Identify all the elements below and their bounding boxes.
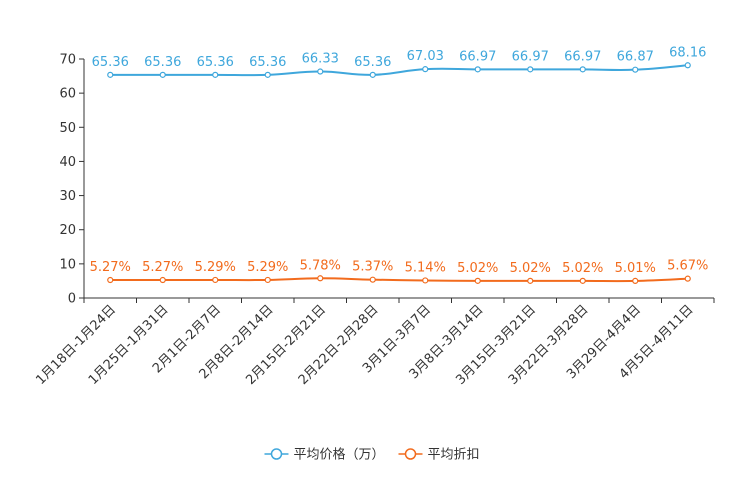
data-label: 67.03 bbox=[407, 49, 444, 64]
data-point bbox=[422, 66, 429, 73]
legend-item-2[interactable]: 平均折扣 bbox=[398, 448, 480, 463]
data-label: 65.36 bbox=[92, 55, 129, 70]
data-point bbox=[369, 71, 376, 78]
data-label: 66.97 bbox=[512, 49, 549, 64]
data-point bbox=[632, 66, 639, 73]
series-line bbox=[110, 64, 688, 77]
data-point bbox=[317, 275, 324, 282]
data-label: 5.02% bbox=[562, 261, 603, 276]
data-label: 68.16 bbox=[669, 45, 706, 60]
legend[interactable]: 平均价格（万） 平均折扣 bbox=[264, 447, 480, 463]
data-point bbox=[527, 277, 534, 284]
data-point bbox=[107, 71, 114, 78]
data-label: 5.78% bbox=[300, 258, 341, 273]
data-point bbox=[369, 276, 376, 283]
data-label: 5.29% bbox=[247, 260, 288, 275]
data-point bbox=[107, 276, 114, 284]
data-label: 66.97 bbox=[459, 49, 496, 64]
data-point bbox=[474, 277, 481, 284]
data-label: 66.87 bbox=[617, 50, 654, 65]
y-tick-label: 70 bbox=[59, 53, 76, 68]
legend-label: 平均折扣 bbox=[428, 448, 480, 463]
y-tick-label: 10 bbox=[59, 257, 76, 272]
data-label: 66.97 bbox=[564, 49, 601, 64]
data-point bbox=[212, 71, 219, 78]
y-tick-label: 0 bbox=[68, 292, 76, 307]
series-line bbox=[110, 277, 688, 283]
y-tick-label: 60 bbox=[59, 87, 76, 102]
data-label: 5.67% bbox=[667, 259, 708, 274]
data-labels: 65.36 65.36 65.36 65.36 66.33 65.36 67.03 66.97… bbox=[90, 45, 709, 276]
data-label: 5.14% bbox=[405, 260, 446, 275]
data-point bbox=[579, 66, 586, 73]
data-point bbox=[527, 66, 534, 73]
axes: 0102030405060701月18日-1月24日1月25日-1月31日2月1… bbox=[33, 53, 715, 388]
data-label: 65.36 bbox=[249, 55, 286, 70]
data-label: 5.37% bbox=[352, 260, 393, 275]
series-1 bbox=[107, 62, 691, 78]
series-2 bbox=[107, 275, 691, 284]
series-layer bbox=[107, 62, 691, 284]
data-point bbox=[212, 276, 219, 284]
legend-item-1[interactable]: 平均价格（万） bbox=[264, 447, 385, 463]
data-label: 5.02% bbox=[510, 261, 551, 276]
data-point bbox=[264, 276, 271, 284]
data-label: 65.36 bbox=[144, 55, 181, 70]
data-label: 5.29% bbox=[195, 260, 236, 275]
data-label: 5.02% bbox=[457, 261, 498, 276]
legend-marker-icon bbox=[404, 448, 417, 460]
data-point bbox=[159, 71, 166, 78]
data-point bbox=[159, 276, 166, 284]
data-point bbox=[317, 68, 324, 75]
data-label: 5.27% bbox=[90, 260, 131, 275]
data-label: 5.01% bbox=[615, 261, 656, 276]
y-tick-label: 30 bbox=[59, 189, 76, 204]
data-point bbox=[474, 66, 481, 73]
data-point bbox=[632, 277, 639, 284]
data-label: 65.36 bbox=[197, 55, 234, 70]
data-point bbox=[264, 71, 271, 78]
data-label: 5.27% bbox=[142, 260, 183, 275]
y-tick-label: 50 bbox=[59, 121, 76, 136]
y-tick-label: 40 bbox=[59, 155, 76, 170]
y-tick-label: 20 bbox=[59, 223, 76, 238]
data-label: 66.33 bbox=[302, 52, 339, 67]
data-point bbox=[579, 277, 586, 284]
legend-marker-icon bbox=[270, 448, 283, 460]
data-point bbox=[684, 62, 691, 69]
legend-label: 平均价格（万） bbox=[293, 447, 384, 463]
data-point bbox=[684, 275, 691, 282]
data-label: 65.36 bbox=[354, 55, 391, 70]
data-point bbox=[422, 277, 429, 284]
